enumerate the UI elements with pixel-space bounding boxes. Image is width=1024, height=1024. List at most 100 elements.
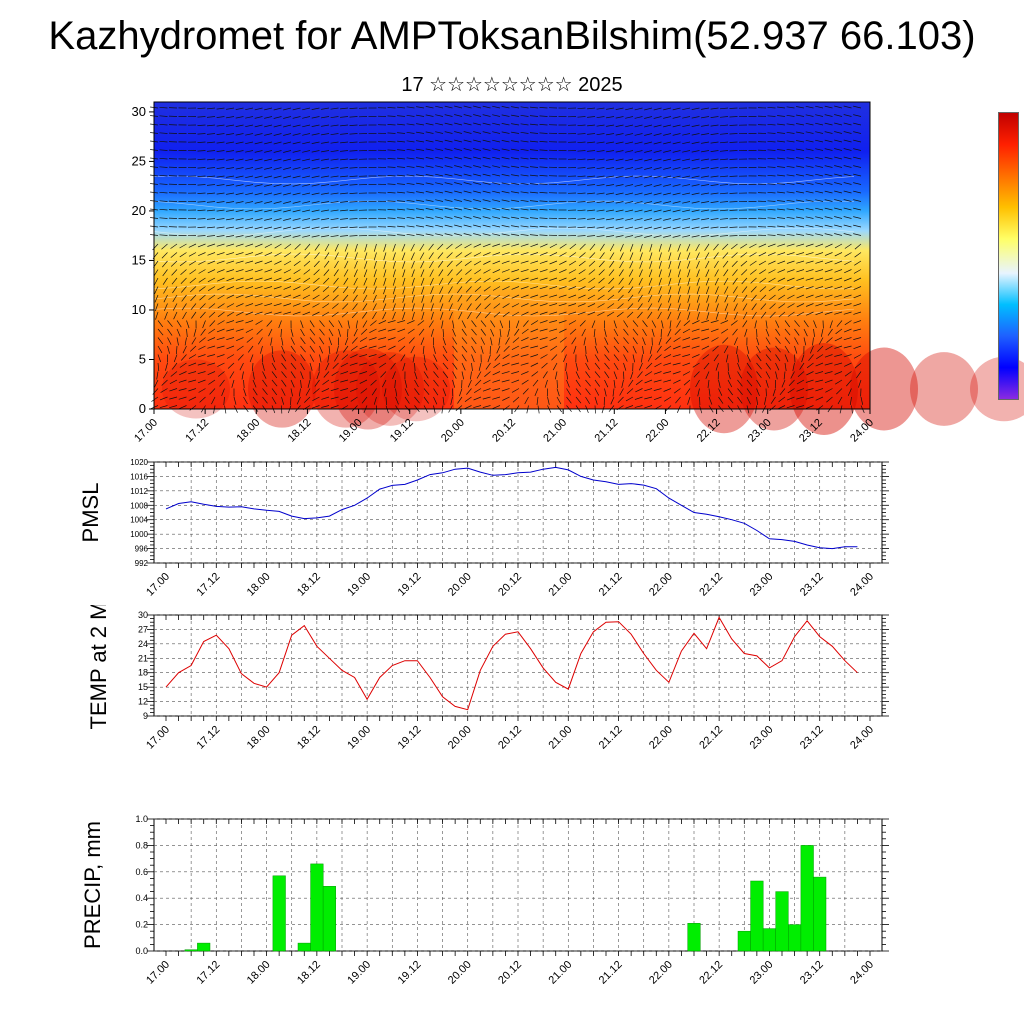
wind-barb bbox=[644, 175, 653, 179]
wind-barb bbox=[157, 320, 164, 328]
wind-barb bbox=[786, 140, 795, 143]
wind-barb bbox=[786, 216, 795, 219]
wind-barb bbox=[511, 269, 520, 273]
wind-barb bbox=[853, 286, 862, 291]
wind-barb bbox=[198, 388, 206, 393]
wind-barb bbox=[292, 124, 301, 128]
wind-barb bbox=[796, 233, 805, 236]
wind-barb bbox=[304, 396, 311, 403]
wind-barb bbox=[805, 216, 814, 219]
wind-barb bbox=[539, 141, 548, 143]
wind-barb bbox=[452, 328, 456, 337]
wind-barb bbox=[693, 371, 700, 378]
wind-barb bbox=[511, 114, 520, 117]
y-tick-label: 1016 bbox=[130, 472, 148, 481]
wind-barb bbox=[786, 396, 795, 401]
wind-barb bbox=[340, 388, 349, 391]
wind-barb bbox=[169, 405, 178, 409]
wind-barb bbox=[521, 379, 529, 385]
wind-barb bbox=[198, 277, 206, 283]
wind-barb bbox=[236, 337, 244, 342]
wind-barb bbox=[824, 252, 833, 256]
wind-barb bbox=[653, 218, 662, 221]
wind-barb bbox=[663, 218, 672, 221]
wind-barb bbox=[178, 396, 187, 400]
wind-barb bbox=[642, 337, 646, 346]
wind-barb bbox=[777, 106, 786, 109]
wind-barb bbox=[438, 269, 444, 277]
wind-barb bbox=[283, 269, 292, 274]
wind-barb bbox=[719, 218, 729, 220]
wind-barb bbox=[539, 132, 548, 134]
wind-barb bbox=[493, 294, 501, 300]
wind-barb bbox=[473, 105, 482, 109]
wind-barb bbox=[834, 345, 843, 349]
wind-barb bbox=[658, 252, 662, 261]
wind-barb bbox=[511, 199, 520, 202]
wind-barb bbox=[304, 252, 311, 259]
wind-barb bbox=[333, 269, 339, 277]
wind-barb bbox=[511, 286, 520, 290]
wind-barb bbox=[254, 167, 263, 170]
wind-barb bbox=[159, 132, 168, 134]
wind-barb bbox=[623, 354, 628, 362]
wind-barb bbox=[706, 303, 710, 312]
wind-barb bbox=[440, 311, 444, 320]
wind-barb bbox=[853, 114, 862, 117]
wind-barb bbox=[606, 107, 615, 110]
wind-barb bbox=[634, 150, 643, 153]
wind-barb bbox=[815, 165, 824, 168]
wind-barb bbox=[729, 158, 738, 160]
wind-barb bbox=[245, 116, 254, 119]
wind-barb bbox=[834, 139, 843, 143]
wind-barb bbox=[511, 252, 520, 256]
wind-barb bbox=[549, 243, 558, 249]
wind-barb bbox=[695, 243, 700, 252]
wind-barb bbox=[351, 337, 358, 344]
page-title: Kazhydromet for AMPToksanBilshim(52.937 … bbox=[48, 14, 976, 58]
wind-barb bbox=[264, 226, 273, 230]
wind-barb bbox=[783, 371, 786, 380]
wind-barb bbox=[824, 362, 833, 366]
wind-barb bbox=[744, 328, 748, 337]
wind-barb bbox=[235, 107, 244, 110]
x-tick-label: 18.12 bbox=[295, 724, 323, 752]
wind-barb bbox=[778, 294, 786, 300]
wind-barb bbox=[801, 354, 805, 363]
wind-barb bbox=[397, 208, 406, 211]
wind-barb bbox=[701, 235, 710, 238]
wind-barb bbox=[492, 173, 501, 177]
wind-barb bbox=[475, 311, 482, 319]
wind-barb bbox=[499, 320, 504, 329]
wind-barb bbox=[606, 218, 615, 221]
wind-barb bbox=[843, 156, 852, 160]
wind-barb bbox=[260, 345, 263, 354]
wind-barb bbox=[302, 184, 311, 187]
wind-barb bbox=[786, 277, 795, 282]
wind-barb bbox=[710, 235, 719, 237]
wind-barb bbox=[273, 226, 282, 230]
wind-barb bbox=[501, 277, 510, 282]
wind-barb bbox=[551, 354, 558, 361]
wind-barb bbox=[815, 371, 824, 375]
wind-barb bbox=[245, 209, 254, 213]
wind-barb bbox=[668, 252, 672, 261]
wind-barb bbox=[530, 311, 539, 316]
wind-barb bbox=[805, 105, 814, 109]
wind-barb bbox=[687, 277, 691, 286]
wind-barb bbox=[419, 243, 425, 251]
wind-barb bbox=[411, 286, 415, 295]
wind-barb bbox=[834, 207, 843, 211]
wind-barb bbox=[511, 260, 520, 264]
wind-barb bbox=[421, 286, 425, 295]
wind-barb bbox=[834, 260, 843, 265]
wind-barb bbox=[312, 286, 320, 292]
wind-barb bbox=[596, 175, 605, 178]
wind-barb bbox=[647, 354, 653, 362]
wind-barb bbox=[349, 371, 358, 374]
wind-barb bbox=[619, 243, 624, 252]
wind-barb bbox=[615, 116, 624, 119]
wind-barb bbox=[719, 133, 729, 135]
wind-barb bbox=[708, 388, 711, 397]
wind-barb bbox=[328, 345, 331, 355]
